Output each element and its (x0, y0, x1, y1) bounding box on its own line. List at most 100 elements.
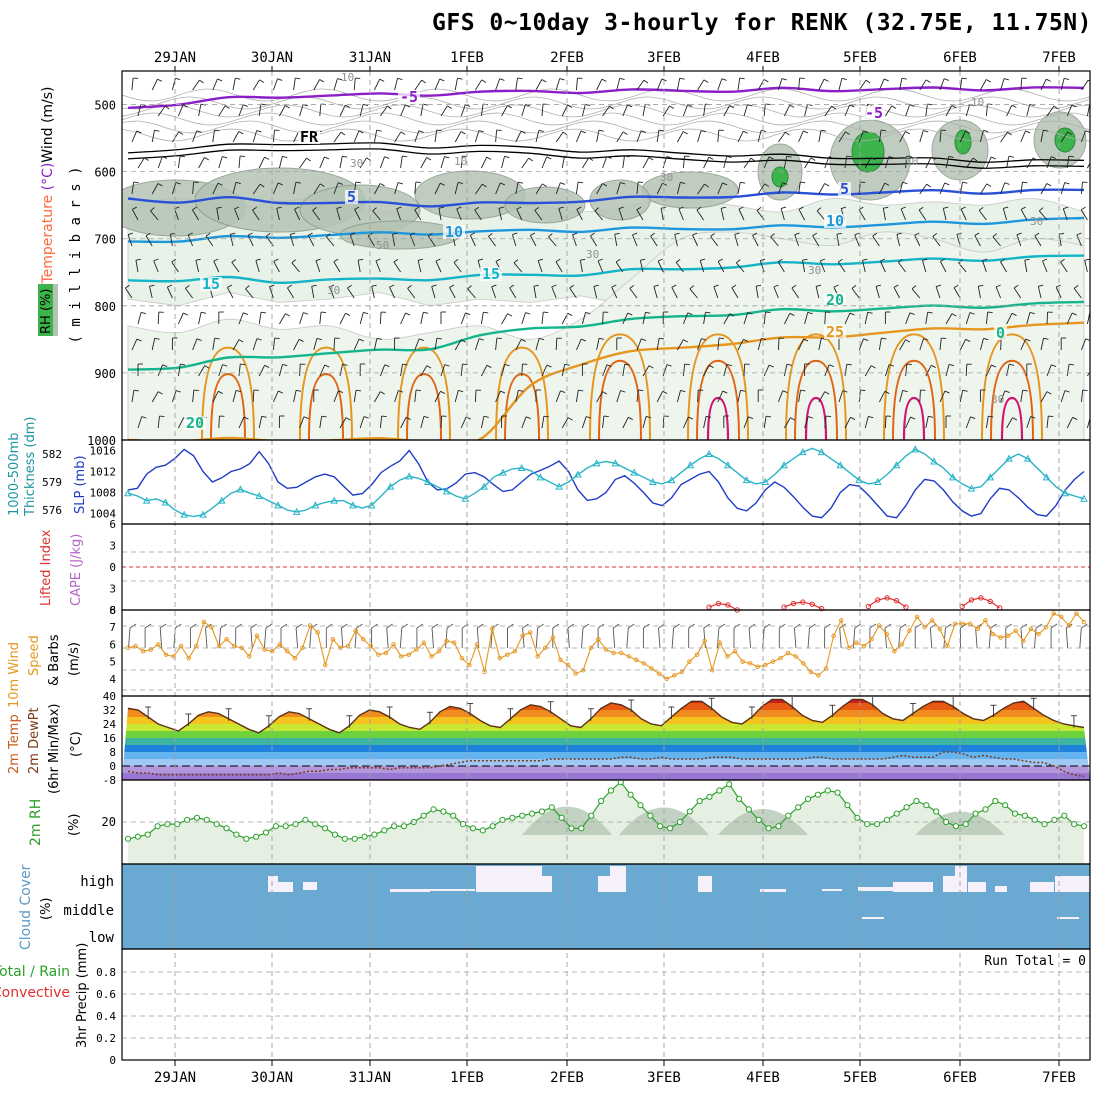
barb-flag (154, 129, 160, 132)
barb (650, 235, 658, 247)
barb (171, 261, 179, 273)
barb-flag (230, 232, 236, 235)
barb-flag (719, 337, 725, 340)
barb-flag (763, 79, 769, 83)
thickness-point (330, 496, 339, 504)
wind10-point (497, 655, 503, 661)
wind10-barb-flag (250, 623, 258, 629)
barb-flag (175, 390, 182, 393)
rh2m-point (824, 787, 831, 794)
barb (985, 312, 989, 325)
barb (804, 104, 808, 117)
barb (1000, 131, 1008, 143)
li-point (996, 605, 1003, 611)
wind10-point (452, 640, 457, 645)
barb (671, 287, 678, 299)
rh2m-point (686, 808, 693, 815)
wind10-point (1028, 626, 1034, 632)
temp-band-1 (122, 703, 1090, 710)
wind10-point (201, 619, 207, 625)
barb (622, 364, 626, 377)
barb (212, 78, 218, 91)
rh2m-point (174, 821, 181, 828)
barb (347, 287, 355, 299)
barb (1066, 312, 1073, 325)
barb (218, 364, 223, 377)
barb-flag (927, 311, 933, 314)
barb-flag (926, 183, 932, 188)
barb-flag (731, 284, 737, 289)
barb (299, 416, 305, 429)
thickness-tick-576: 576 (42, 504, 62, 517)
barb-flag (431, 284, 437, 287)
barb (198, 365, 205, 377)
barb-flag (564, 363, 570, 366)
barb-flag (572, 232, 578, 236)
barb-flag (810, 157, 816, 161)
barb (717, 390, 724, 403)
thickness-point (424, 477, 432, 485)
wind10-point (884, 631, 889, 637)
barb (844, 156, 848, 169)
barb (939, 182, 946, 195)
barb-flag (243, 416, 249, 420)
barb (169, 234, 173, 247)
pressure-tick-900: 900 (94, 367, 116, 381)
barb (878, 338, 882, 351)
barb-flag (439, 78, 445, 82)
rh2m-point (627, 791, 634, 798)
barb-flag (678, 206, 684, 210)
barb-flag (347, 284, 352, 289)
wind10-point (383, 650, 389, 656)
wind10-barb-flag (159, 623, 167, 629)
barb (953, 287, 961, 299)
barb (879, 260, 886, 273)
wind10-barb (445, 627, 448, 649)
hot-contour-6 (804, 396, 828, 440)
barb (844, 312, 851, 325)
cloud-gap-11 (822, 889, 842, 891)
barb-flag (162, 364, 168, 368)
contour-label-bg-12 (994, 326, 1007, 340)
wind-tick-5: 5 (109, 656, 116, 669)
barb (212, 391, 219, 403)
wind10-point (672, 673, 677, 678)
barb-flag (978, 284, 984, 287)
barb-flag (315, 258, 321, 262)
barb (137, 416, 143, 429)
barb (1037, 286, 1042, 299)
barb (414, 130, 420, 143)
barb-flag (265, 233, 271, 237)
thickness-point (199, 510, 207, 518)
wind10-barb-flag (431, 623, 439, 629)
barb-flag (863, 338, 869, 342)
barb (131, 182, 135, 195)
date-label-top-1: 30JAN (251, 50, 293, 66)
barb-flag (824, 183, 830, 187)
wind10-barb (522, 627, 525, 649)
barb-flag (1032, 157, 1038, 161)
barb (313, 183, 321, 195)
barb-flag (247, 232, 253, 236)
barb-flag (1038, 284, 1044, 287)
barb-flag (841, 77, 847, 81)
barb (1000, 261, 1007, 273)
wind10-barb (295, 627, 299, 649)
barb (602, 416, 605, 429)
barb-flag (803, 338, 809, 342)
li-point (959, 603, 965, 610)
barb (373, 338, 378, 351)
wind10-point (140, 649, 146, 654)
barb (1020, 130, 1026, 143)
barb-flag (1038, 207, 1044, 212)
date-label-bottom-4: 2FEB (550, 1070, 584, 1086)
barb-flag (277, 182, 283, 186)
barb-flag (423, 415, 429, 419)
wind-tick-6: 6 (109, 638, 116, 651)
barb-flag (828, 156, 834, 159)
barb-flag (850, 416, 856, 420)
barb (212, 338, 216, 351)
barb-flag (372, 207, 377, 212)
barb (488, 236, 496, 247)
barb-flag (340, 131, 346, 136)
